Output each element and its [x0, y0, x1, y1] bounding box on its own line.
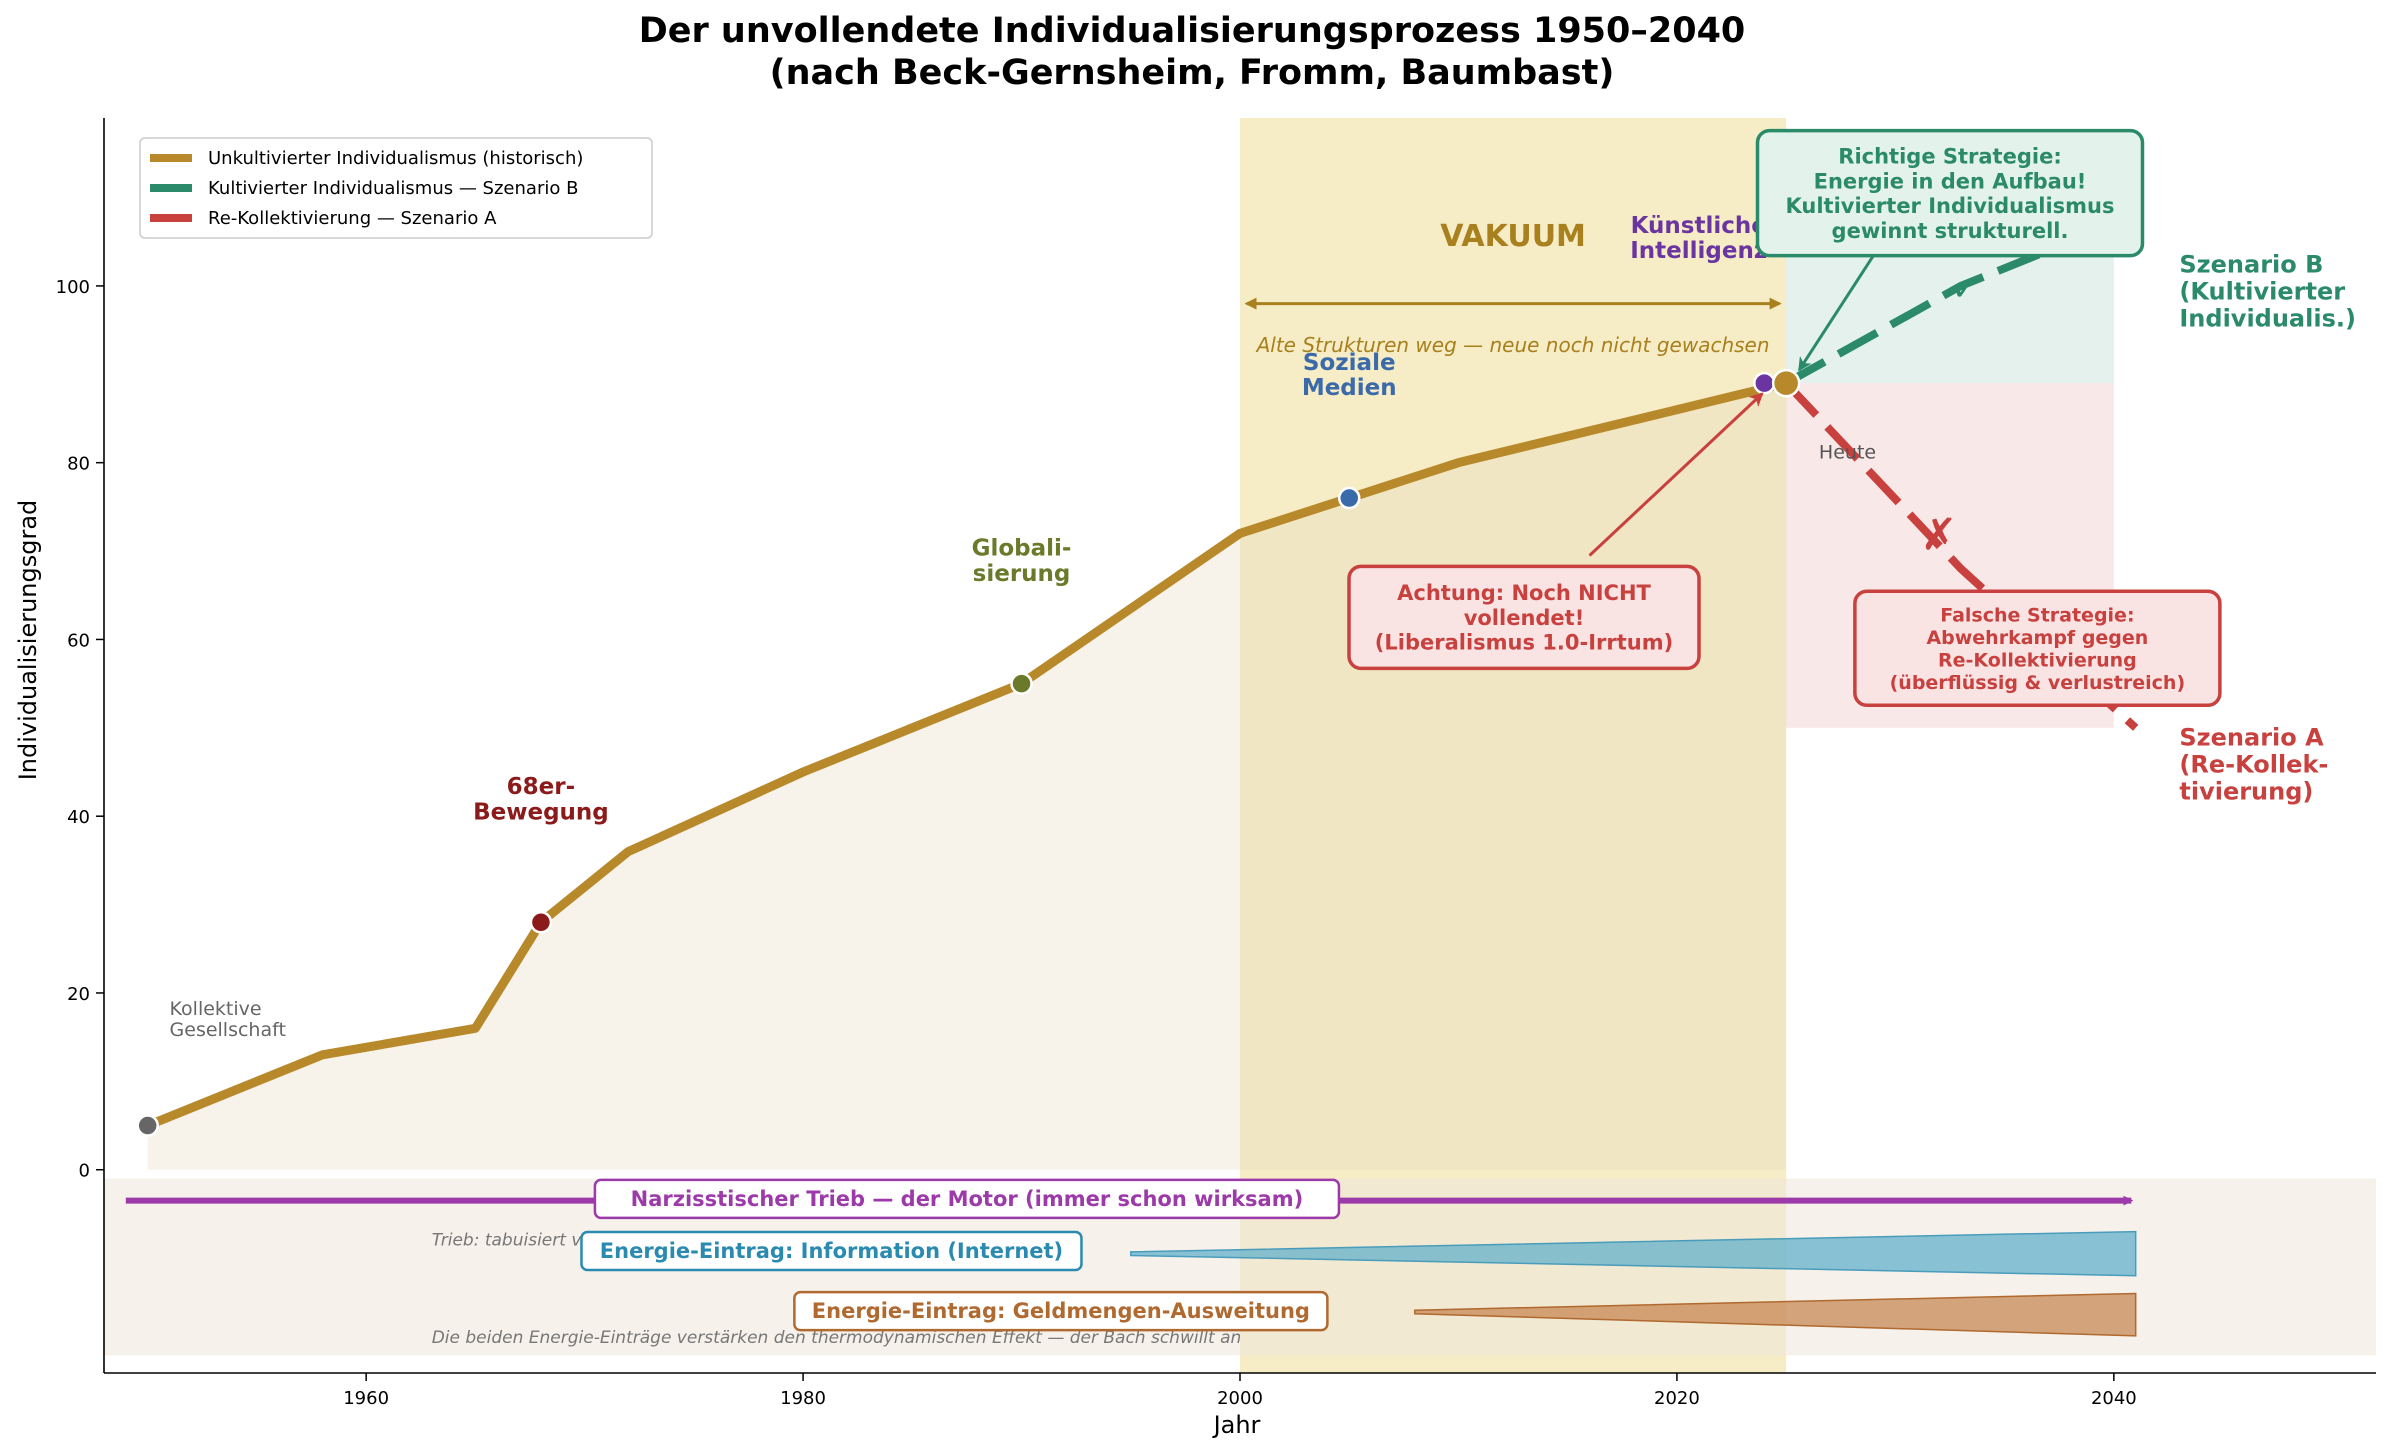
info-label-box: Energie-Eintrag: Information (Internet) — [580, 1230, 1083, 1272]
x-tick-label: 2020 — [1654, 1388, 1700, 1409]
x-tick-label: 1960 — [343, 1388, 389, 1409]
info-label-frame — [580, 1230, 1083, 1272]
milestone-label: 68er-Bewegung — [473, 774, 609, 825]
x-tick-label: 1980 — [780, 1388, 826, 1409]
milestone-marker — [136, 1114, 159, 1137]
footer-note: Die beiden Energie-Einträge verstärken d… — [432, 1328, 1242, 1348]
milestone-marker — [1753, 371, 1776, 395]
trieb-label-box: Narzisstischer Trieb — der Motor (immer … — [593, 1178, 1341, 1220]
vacuum-band — [1240, 118, 1787, 1373]
achtung-annotation-box: Achtung: Noch NICHT vollendet! (Liberalism… — [1347, 564, 1701, 671]
money-label-frame — [793, 1290, 1329, 1332]
historical-area-fill — [147, 383, 1787, 1170]
vacuum-label: VAKUUM — [1440, 219, 1586, 254]
richtig-annotation-box: Richtige Strategie: Energie in den Aufbau… — [1755, 128, 2145, 258]
series-line-historical — [143, 378, 1791, 1131]
legend-frame — [139, 137, 653, 239]
achtung-text: Achtung: Noch NICHT vollendet! (Liberalism… — [1375, 581, 1673, 655]
legend-entry: Re-Kollektivierung — Szenario A — [208, 208, 497, 229]
milestone-marker — [1771, 368, 1801, 398]
y-tick-label: 20 — [67, 984, 90, 1005]
milestone-label: Heute — [1819, 441, 1876, 463]
scenario-b-label: Szenario B (Kultivierter Individualis.) — [2179, 251, 2356, 333]
y-tick-label: 100 — [56, 277, 90, 298]
scenario-a-cross-mark: ✗ — [1921, 509, 1958, 560]
money-label-box: Energie-Eintrag: Geldmengen-Ausweitung — [793, 1290, 1329, 1332]
legend-entry: Unkultivierter Individualismus (historis… — [208, 148, 583, 169]
scenario-a-label: Szenario A (Re-Kollek-tivierung) — [2179, 724, 2328, 806]
x-tick-label: 2040 — [2091, 1388, 2137, 1409]
x-tick-label: 2000 — [1217, 1388, 1263, 1409]
y-axis-label: Individualisierungsgrad — [14, 500, 42, 781]
x-axis-label: Jahr — [1212, 1411, 1261, 1439]
trieb-label-text: Narzisstischer Trieb — der Motor (immer … — [631, 1187, 1304, 1211]
milestone-markers — [136, 368, 1801, 1137]
chart-title-line2: (nach Beck-Gernsheim, Fromm, Baumbast) — [770, 53, 1615, 93]
y-tick-label: 80 — [67, 454, 90, 475]
falsch-text: Falsche Strategie: Abwehrkampf gegen Re-Ko… — [1890, 604, 2186, 693]
milestone-marker — [1010, 672, 1033, 695]
achtung-arrow — [1588, 392, 1764, 557]
richtig-text: Richtige Strategie: Energie in den Aufbau… — [1786, 145, 2115, 243]
series-line-scenario-a — [1783, 380, 2139, 731]
falsch-frame — [1853, 589, 2222, 708]
legend: Unkultivierter Individualismus (historis… — [139, 137, 653, 239]
money-label-text: Energie-Eintrag: Geldmengen-Ausweitung — [812, 1299, 1310, 1323]
money-energy-wedge — [1414, 1292, 2137, 1337]
milestone-marker — [529, 911, 553, 934]
scenario-b-check-mark: ✓ — [1951, 269, 1980, 309]
chart-title-line1: Der unvollendete Individualisierungsproz… — [639, 11, 1746, 51]
milestone-label: Globali-sierung — [972, 535, 1072, 586]
milestone-labels: Kollektive Gesellschaft 68er-Bewegung Globa… — [170, 213, 1877, 1041]
legend-entry: Kultivierter Individualismus — Szenario … — [208, 178, 578, 199]
info-energy-wedge — [1130, 1230, 2137, 1277]
info-label-text: Energie-Eintrag: Information (Internet) — [600, 1239, 1063, 1263]
richtig-frame — [1755, 128, 2145, 258]
y-tick-label: 40 — [67, 807, 90, 828]
falsch-annotation-box: Falsche Strategie: Abwehrkampf gegen Re-Ko… — [1853, 589, 2222, 708]
y-tick-label: 0 — [79, 1161, 90, 1182]
trieb-label-frame — [593, 1178, 1341, 1220]
milestone-label: Künstliche Intelligenz — [1630, 213, 1767, 264]
milestone-marker — [1337, 486, 1361, 510]
milestone-label: Soziale Medien — [1302, 350, 1397, 401]
y-tick-label: 60 — [67, 630, 90, 651]
achtung-frame — [1347, 564, 1701, 671]
milestone-label: Kollektive Gesellschaft — [170, 998, 286, 1041]
vacuum-subtitle: Alte Strukturen weg — neue noch nicht ge… — [1255, 333, 1770, 357]
